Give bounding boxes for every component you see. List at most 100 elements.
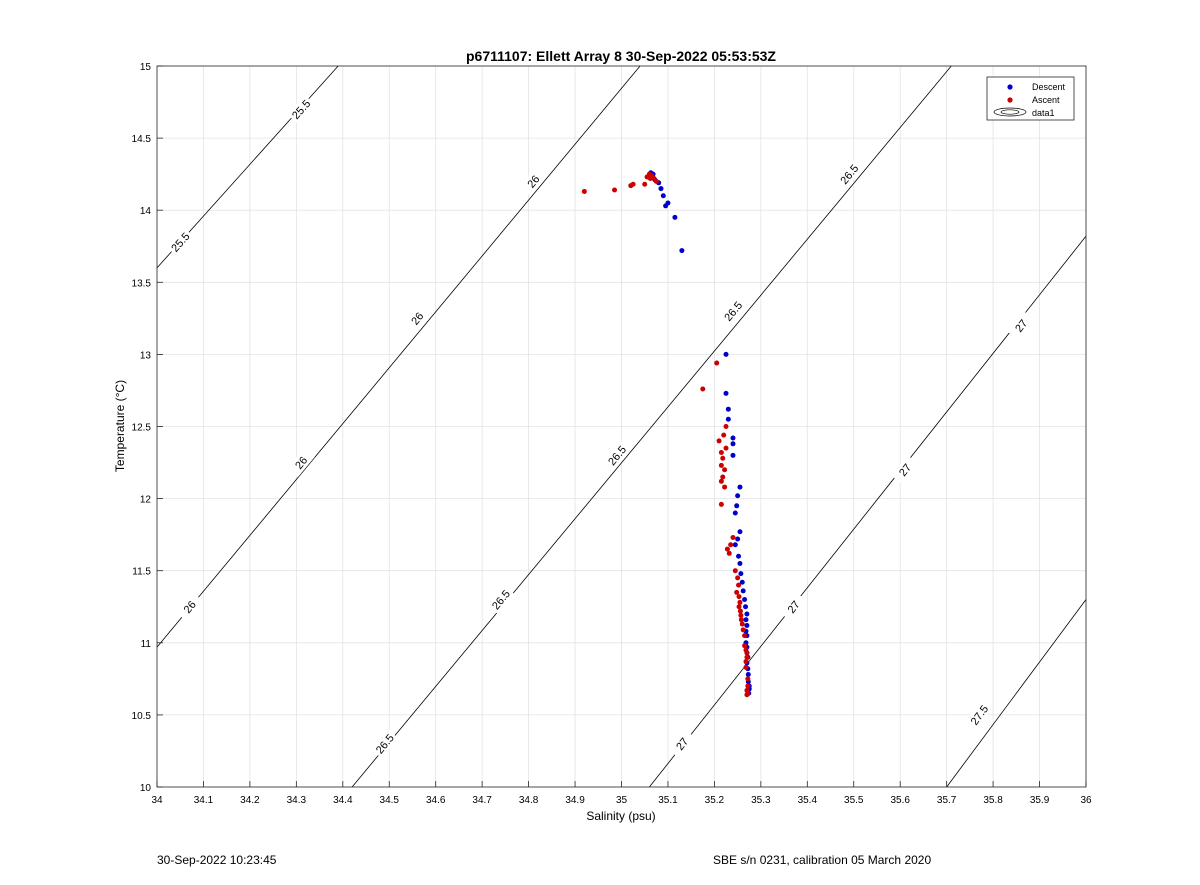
x-tick-label: 34.5 <box>380 795 400 806</box>
descent-point <box>658 186 664 192</box>
isopycnal-label-bg <box>166 227 195 257</box>
y-tick-label: 12.5 <box>132 423 152 434</box>
descent-point <box>734 503 740 509</box>
isopycnal-label-bg <box>719 296 747 326</box>
ascent-point <box>736 582 742 588</box>
descent-point <box>735 536 741 542</box>
legend-ascent-label: Ascent <box>1032 95 1060 105</box>
x-tick-label: 35.6 <box>890 795 910 806</box>
y-tick-label: 12 <box>140 495 152 506</box>
x-tick-label: 35.4 <box>798 795 818 806</box>
isopycnal-label: 26 <box>525 173 542 190</box>
ascent-point <box>744 692 750 698</box>
x-tick-label: 35.5 <box>844 795 864 806</box>
ascent-point <box>736 604 742 610</box>
ascent-point <box>714 360 720 366</box>
y-tick-label: 11 <box>141 639 152 650</box>
ascent-point <box>716 438 722 444</box>
footer-calibration: SBE s/n 0231, calibration 05 March 2020 <box>713 853 932 867</box>
y-axis-ticks: 10 10.5 11 11.5 12 12.5 13 13.5 14 14.5 15 <box>132 62 163 794</box>
y-axis-label: Temperature (°C) <box>113 380 127 472</box>
isopycnal-line <box>156 65 641 648</box>
ascent-point <box>742 633 748 639</box>
isopycnal-label: 26 <box>293 455 310 472</box>
ascent-point <box>726 550 732 556</box>
x-tick-label: 34.7 <box>472 795 492 806</box>
y-tick-label: 11.5 <box>132 567 151 578</box>
descent-point <box>739 579 745 585</box>
ascent-point <box>720 474 726 480</box>
isopycnal-label-bg <box>370 729 399 759</box>
descent-point <box>735 493 741 499</box>
isopycnal-label-bg <box>403 303 431 333</box>
ascent-point <box>743 664 749 670</box>
x-tick-label: 35.7 <box>937 795 957 806</box>
ascent-point <box>742 643 748 649</box>
descent-point <box>743 617 749 623</box>
isopycnal-label-bg <box>287 94 315 124</box>
descent-point <box>725 416 731 422</box>
x-tick-label: 34.1 <box>194 795 214 806</box>
x-tick-label: 35.8 <box>983 795 1003 806</box>
ascent-point <box>581 188 587 194</box>
x-tick-label: 34.4 <box>333 795 353 806</box>
ascent-point <box>743 659 749 665</box>
ascent-point <box>700 386 706 392</box>
x-tick-label: 35.9 <box>1030 795 1050 806</box>
ascent-point <box>723 424 729 429</box>
descent-point <box>745 672 751 678</box>
ascent-point <box>653 178 659 184</box>
legend-contour-icon-inner <box>1000 109 1020 115</box>
y-tick-label: 15 <box>140 62 152 73</box>
ascent-point <box>732 568 738 574</box>
ascent-point <box>740 627 746 633</box>
y-tick-label: 10.5 <box>132 711 152 722</box>
isopycnal-line <box>351 65 952 788</box>
ascent-point <box>718 462 724 468</box>
isopycnal-label: 27 <box>786 599 803 616</box>
ascent-point <box>744 650 750 656</box>
x-tick-label: 34.2 <box>240 795 260 806</box>
descent-point <box>723 351 729 357</box>
descent-point <box>737 484 743 490</box>
descent-point <box>736 553 742 559</box>
legend-ascent-marker <box>1007 97 1013 103</box>
ascent-point <box>738 617 744 623</box>
ascent-point <box>737 599 743 605</box>
isopycnal-label-bg <box>287 448 315 478</box>
x-tick-label: 34.8 <box>519 795 539 806</box>
ascent-point <box>612 187 618 193</box>
legend: Descent Ascent data1 <box>986 76 1075 121</box>
isopycnal-label: 27 <box>674 736 691 753</box>
descent-point <box>725 406 731 412</box>
isopycnal-label-bg <box>891 455 919 485</box>
ascent-point <box>737 608 743 614</box>
y-tick-label: 10 <box>140 783 152 794</box>
ascent-point <box>744 654 750 660</box>
x-axis-label: Salinity (psu) <box>586 809 655 823</box>
x-tick-label: 35 <box>616 795 628 806</box>
ascent-point <box>745 676 751 682</box>
descent-point <box>732 542 738 548</box>
descent-point <box>738 571 744 577</box>
legend-descent-label: Descent <box>1032 82 1066 92</box>
ascent-point <box>734 589 740 595</box>
descent-point <box>740 588 746 594</box>
x-tick-label: 35.3 <box>751 795 771 806</box>
descent-point <box>743 604 749 610</box>
ascent-point <box>718 449 724 455</box>
ascent-point <box>738 612 744 618</box>
ascent-point <box>736 594 742 600</box>
ascent-point <box>739 621 745 627</box>
grid-lines <box>156 65 1087 788</box>
density-contours: 25.525.52626262626.526.526.526.526.52727… <box>156 65 1087 788</box>
descent-point <box>723 390 729 396</box>
ascent-point <box>724 546 730 552</box>
isopycnal-label-bg <box>519 166 547 196</box>
isopycnal-label-bg <box>965 700 993 730</box>
isopycnal-line <box>946 599 1087 788</box>
y-tick-label: 14.5 <box>132 134 152 145</box>
x-tick-label: 34.6 <box>426 795 446 806</box>
descent-point <box>730 452 736 458</box>
